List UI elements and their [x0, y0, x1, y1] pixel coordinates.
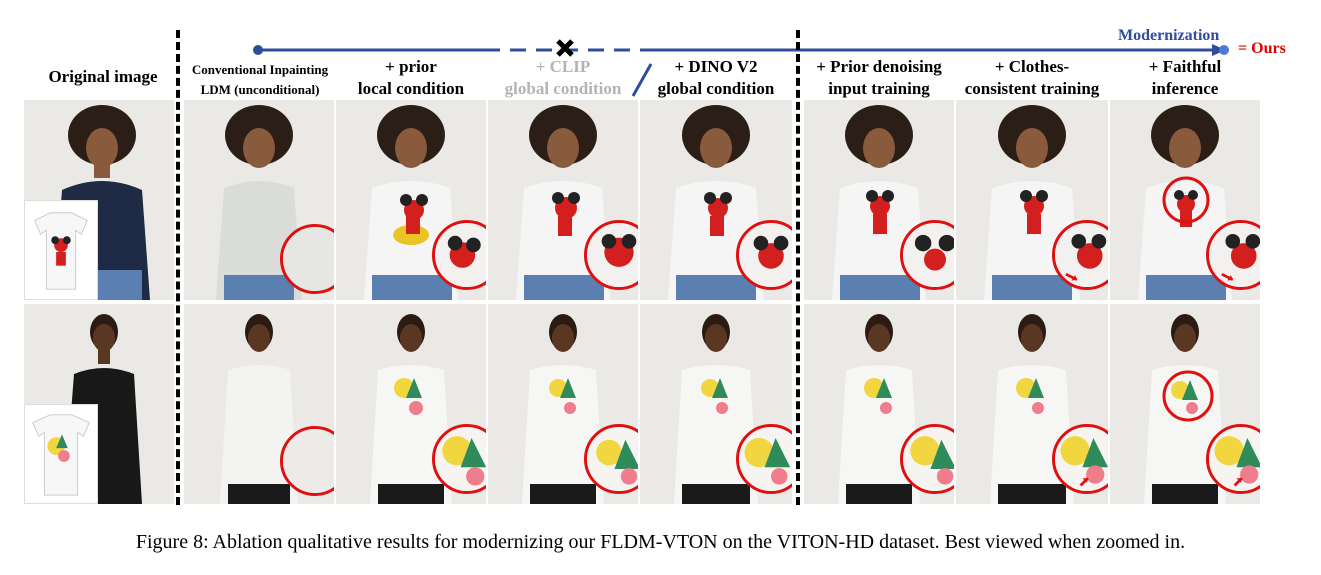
result-clip-row2: [488, 304, 638, 504]
result-faithful-inference-row1: [1110, 100, 1260, 300]
zoom-circle: [432, 424, 486, 494]
zoom-circle: [280, 224, 334, 294]
zoom-circle: [1052, 220, 1108, 290]
figure-caption: Figure 8: Ablation qualitative results f…: [135, 531, 1186, 553]
result-dino-row2: [640, 304, 792, 504]
modernization-timeline: [253, 39, 1229, 97]
original-image-row2: [24, 304, 174, 504]
result-inpainting-row2: [184, 304, 334, 504]
column-header-clip: + CLIP global condition: [504, 57, 622, 98]
column-header-dino: + DINO V2 global condition: [657, 57, 775, 98]
zoom-circle: [1206, 220, 1260, 290]
zoom-circle: [584, 424, 638, 494]
cross-icon: [556, 39, 574, 57]
result-clothes-consistent-row1: [956, 100, 1108, 300]
zoom-circle: [432, 220, 486, 290]
zoom-circle: [280, 426, 334, 496]
zoom-circle: [1052, 424, 1108, 494]
timeline-label: Modernization: [1118, 27, 1220, 44]
result-local-condition-row1: [336, 100, 486, 300]
zoom-circle: [1206, 424, 1260, 494]
column-header-prior-denoising: + Prior denoising input training: [816, 57, 942, 98]
ours-label: = Ours: [1238, 40, 1286, 57]
result-local-condition-row2: [336, 304, 486, 504]
separator-original: [176, 30, 180, 505]
result-clip-row1: [488, 100, 638, 300]
zoom-circle: [736, 220, 792, 290]
garment-inset-row1: [24, 200, 98, 300]
column-header-local-condition: + prior local condition: [357, 57, 465, 98]
column-header-inpainting-ldm: Conventional Inpainting LDM (unconditiona…: [191, 62, 329, 97]
result-prior-denoising-row1: [804, 100, 954, 300]
garment-inset-row2: [24, 404, 98, 504]
zoom-circle: [584, 220, 638, 290]
separator-modernization: [796, 30, 800, 505]
zoom-circle: [736, 424, 792, 494]
original-image-row1: [24, 100, 174, 300]
zoom-circle: [900, 220, 954, 290]
result-prior-denoising-row2: [804, 304, 954, 504]
original-image-title: Original image: [48, 67, 158, 86]
column-header-clothes-consistent: + Clothes-consistent training: [964, 57, 1100, 98]
zoom-circle: [900, 424, 954, 494]
column-header-faithful-inference: + Faithful inference: [1148, 57, 1222, 98]
timeline-end-dot: [1219, 45, 1229, 55]
timeline-branch-line: [631, 63, 653, 97]
result-dino-row1: [640, 100, 792, 300]
result-clothes-consistent-row2: [956, 304, 1108, 504]
result-inpainting-row1: [184, 100, 334, 300]
result-faithful-inference-row2: [1110, 304, 1260, 504]
